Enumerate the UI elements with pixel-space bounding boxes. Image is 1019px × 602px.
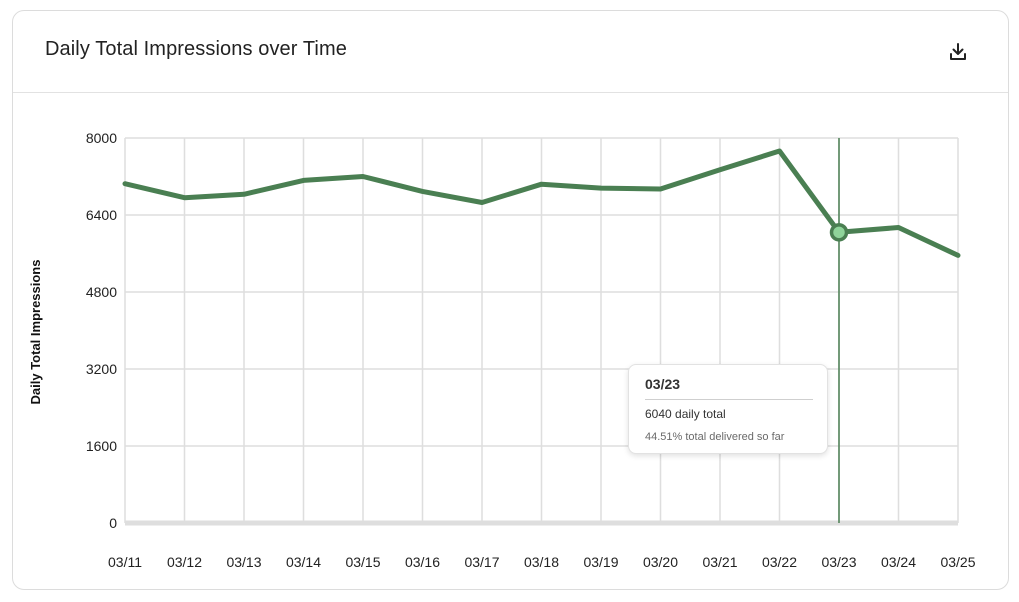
x-tick-label: 03/19 (583, 554, 618, 570)
y-tick-label: 6400 (86, 207, 117, 223)
x-tick-label: 03/14 (286, 554, 321, 570)
x-tick-label: 03/15 (345, 554, 380, 570)
y-tick-label: 1600 (86, 438, 117, 454)
x-tick-label: 03/16 (405, 554, 440, 570)
chart-title: Daily Total Impressions over Time (45, 38, 347, 60)
y-tick-label: 3200 (86, 361, 117, 377)
tooltip-delivered: 44.51% total delivered so far (645, 431, 785, 443)
data-point[interactable] (479, 199, 485, 205)
x-tick-label: 03/20 (643, 554, 678, 570)
x-tick-label: 03/25 (940, 554, 975, 570)
data-point[interactable] (241, 191, 247, 197)
x-tick-label: 03/17 (464, 554, 499, 570)
axes: 0 1600 3200 4800 6400 8000 03/11 03/12 03/13 03/1… (86, 130, 976, 570)
y-axis-title: Daily Total Impressions (28, 260, 43, 405)
data-point[interactable] (301, 177, 307, 183)
x-tick-label: 03/21 (702, 554, 737, 570)
series-layer (122, 138, 961, 523)
card-header: Daily Total Impressions over Time (13, 11, 1008, 93)
data-point[interactable] (777, 148, 783, 154)
tooltip-date: 03/23 (645, 376, 681, 392)
grid-lines (124, 137, 959, 523)
x-tick-label: 03/24 (881, 554, 916, 570)
tooltip-divider (645, 399, 813, 400)
x-tick-label: 03/13 (226, 554, 261, 570)
highlighted-data-point[interactable] (829, 223, 849, 242)
data-point[interactable] (122, 181, 128, 187)
tooltip-daily-total: 6040 daily total (645, 407, 726, 421)
y-tick-label: 4800 (86, 284, 117, 300)
x-tick-label: 03/11 (108, 554, 142, 570)
data-point[interactable] (360, 174, 366, 180)
chart-card: Daily Total Impressions over Time (12, 10, 1009, 590)
x-tick-label: 03/12 (167, 554, 202, 570)
data-point[interactable] (598, 185, 604, 191)
data-point[interactable] (539, 181, 545, 187)
data-point[interactable] (955, 252, 961, 258)
x-tick-label: 03/22 (762, 554, 797, 570)
y-tick-label: 8000 (86, 130, 117, 146)
data-point[interactable] (658, 186, 664, 192)
x-tick-label: 03/18 (524, 554, 559, 570)
tooltip: 03/23 6040 daily total 44.51% total deli… (628, 364, 828, 454)
data-point[interactable] (182, 195, 188, 201)
download-button[interactable] (945, 39, 971, 65)
y-tick-label: 0 (109, 515, 117, 531)
series-line (122, 148, 961, 258)
download-icon (950, 43, 966, 60)
data-point[interactable] (896, 225, 902, 231)
data-point[interactable] (717, 167, 723, 173)
x-tick-label: 03/23 (821, 554, 856, 570)
data-point[interactable] (420, 188, 426, 194)
